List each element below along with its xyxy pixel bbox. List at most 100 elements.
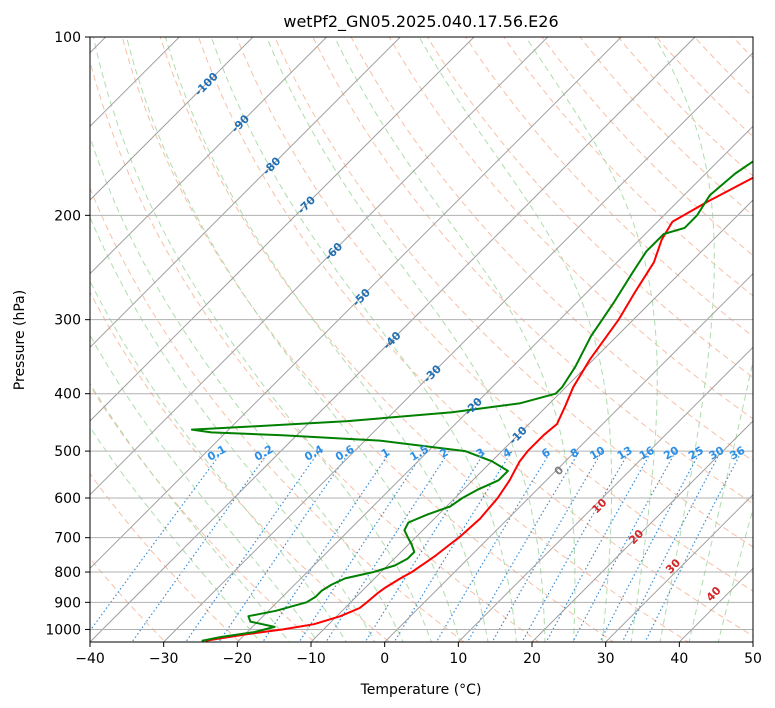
y-tick-label: 900 [54,595,81,611]
dry-adiabat-line [90,186,465,642]
isotherm-line [162,51,753,642]
mixing-ratio-label: 10 [587,444,607,463]
mixing-ratio-label: 1 [379,446,392,461]
x-tick-label: 30 [597,651,615,667]
moist-adiabat-line [126,37,461,642]
isotherm-line [752,641,753,642]
moist-adiabat-line [90,334,319,642]
mixing-ratio-line [262,450,392,642]
isotherm-line [90,37,181,128]
dry-adiabat-line [312,37,753,505]
moist-adiabat-line [525,37,658,642]
mixing-ratio-label: 0.1 [205,443,228,464]
isotherm-line [90,37,623,570]
dry-adiabat-line [159,37,690,642]
x-tick-label: −10 [296,651,326,667]
isotherm-line [236,125,753,642]
moist-adiabat-line [266,37,546,642]
pressure-gridlines [90,37,753,630]
mixing-ratio-label: 20 [661,444,681,463]
dry-adiabat-line [503,37,753,297]
mixing-ratio-label: 2 [438,446,451,461]
dry-adiabat-line [693,37,753,98]
isotherm-line [310,199,753,642]
dry-adiabat-line [197,37,753,637]
y-axis: 100 200 300 400 500 600 700 800 900 1000 [45,30,90,638]
y-tick-label: 600 [54,491,81,507]
moist-adiabat-label: 0 [552,463,567,478]
dry-adiabat-line [90,384,316,642]
plot-area: -100-90-80-70-60-50-40-30-20-100.1 0.2 0.4… [90,24,775,654]
mixing-ratio-line [393,450,513,642]
isotherm-line [90,37,402,349]
moist-adiabat-line [90,279,347,642]
x-tick-label: 40 [670,651,688,667]
moist-adiabat-label: 10 [589,496,609,516]
moist-adiabat-line [717,506,753,642]
temperature-profile-line [205,176,753,642]
mixing-ratio-label: 25 [686,444,706,463]
dry-adiabat-line [465,37,753,338]
y-tick-label: 500 [54,444,81,460]
isotherm-line [90,37,696,642]
dry-adiabat-line [732,37,753,59]
y-tick-label: 300 [54,313,81,329]
isotherm-line [678,567,753,642]
mixing-ratio-line [131,450,270,642]
mixing-ratio-label: 0.6 [333,442,357,463]
mixing-ratio-line [621,450,722,642]
x-tick-label: 20 [523,651,541,667]
mixing-ratio-line [298,450,425,642]
x-axis: −40 −30 −20 −10 0 10 20 30 40 50 [75,642,762,667]
x-tick-label: −20 [223,651,253,667]
isotherm-line [90,37,254,201]
plot-frame [89,36,754,643]
dry-adiabat-line [274,37,753,548]
moist-adiabat-line [688,358,753,642]
dry-adiabat-line [90,291,391,642]
dry-adiabat-line [90,472,241,642]
x-tick-label: 0 [380,651,389,667]
dry-adiabat-line [388,37,753,420]
y-tick-label: 200 [54,208,81,224]
dry-adiabat-line [350,37,753,462]
moist-adiabat-line [92,37,432,642]
isotherm-line [90,37,328,275]
mixing-ratio-label: 13 [615,444,635,463]
y-tick-label: 800 [54,565,81,581]
mixing-ratio-line [364,450,486,642]
y-tick-label: 400 [54,387,81,403]
dry-adiabat-line [655,37,753,138]
moist-adiabat-line [164,37,489,642]
x-axis-label: Temperature (°C) [360,682,482,698]
x-tick-label: −30 [149,651,179,667]
x-tick-label: 50 [744,651,762,667]
moist-adiabat-line [90,382,290,642]
moist-adiabat-line [334,37,576,642]
mixing-ratio-label: 30 [707,444,727,463]
dewpoint-profile-line [190,160,753,642]
isotherms [90,37,753,642]
chart-title: wetPf2_GN05.2025.040.17.56.E26 [283,12,558,32]
mixing-ratio-label: 36 [727,444,747,463]
moist-adiabat-label: 30 [663,556,683,576]
dry-adiabat-line [758,24,775,654]
x-tick-label: −40 [75,651,105,667]
moist-adiabat-line [654,37,715,642]
isotherm-line [531,420,753,642]
mixing-ratio-line [466,450,580,642]
mixing-ratio-label: 4 [501,445,514,460]
y-tick-label: 700 [54,531,81,547]
x-tick-label: 10 [449,651,467,667]
isotherm-line [90,37,475,422]
mixing-ratio-label: 0.4 [302,442,326,463]
mixing-ratio-label: 6 [539,445,552,460]
background-line-labels: -100-90-80-70-60-50-40-30-20-100.1 0.2 0.4… [192,70,747,604]
moist-adiabat-line [418,37,613,642]
profiles [190,160,753,642]
isotherm-label: -100 [192,70,221,99]
dry-adiabat-line [90,59,540,642]
dry-adiabat-line [236,37,753,592]
dry-adiabat-line [426,37,753,379]
